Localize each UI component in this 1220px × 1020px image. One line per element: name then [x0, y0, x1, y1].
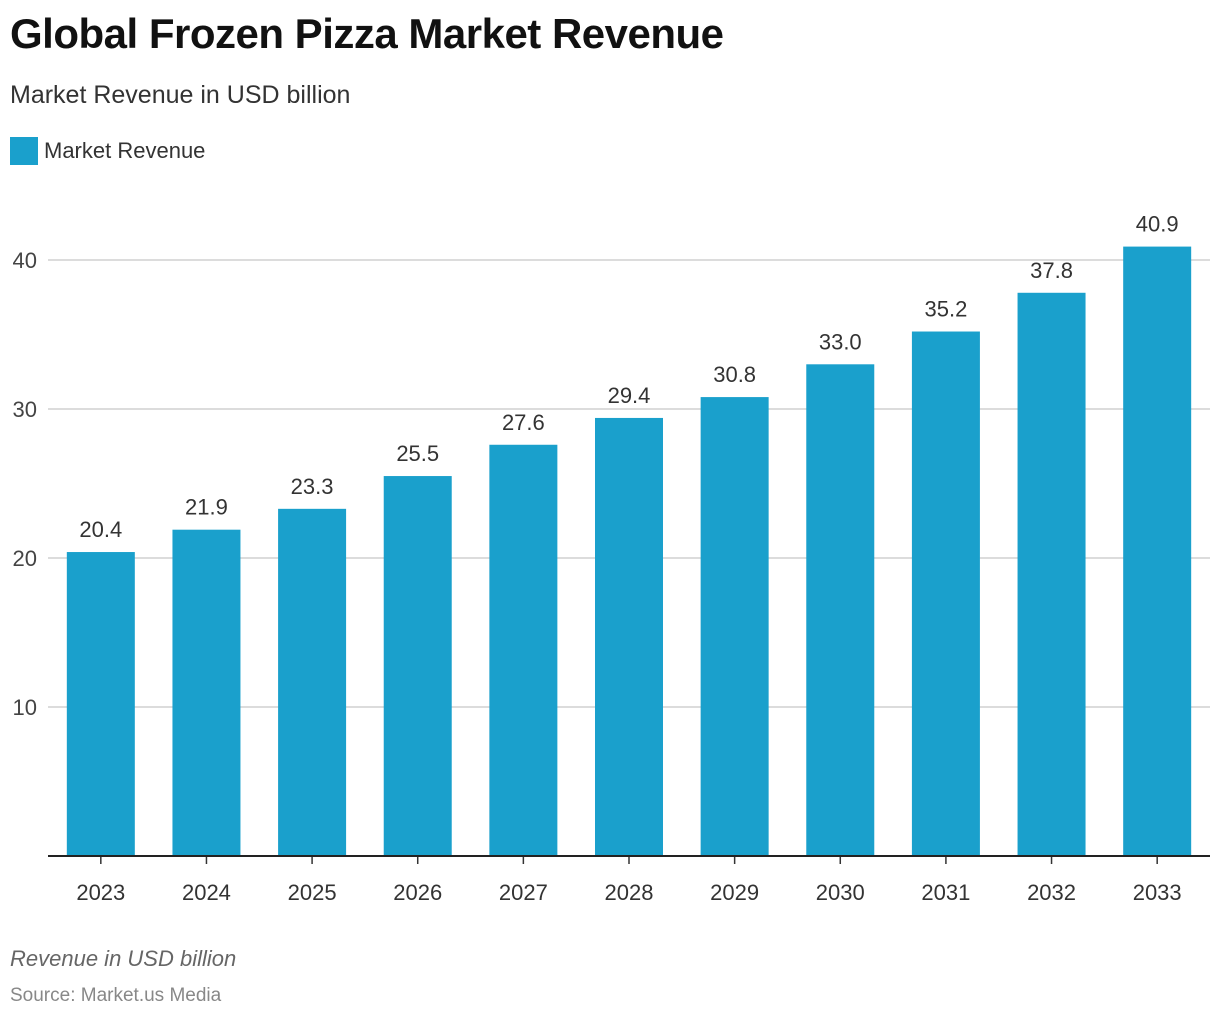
legend-swatch: [10, 137, 38, 165]
bar: [595, 417, 663, 856]
bar-value-label: 27.6: [502, 410, 545, 435]
bar-value-label: 23.3: [291, 474, 334, 499]
x-tick-label: 2023: [76, 880, 125, 905]
bar: [1017, 292, 1086, 856]
bar: [489, 444, 558, 856]
x-tick-label: 2026: [393, 880, 442, 905]
bar-value-label: 29.4: [608, 383, 651, 408]
bar-value-label: 25.5: [396, 441, 439, 466]
y-tick-label: 10: [13, 695, 37, 720]
legend: Market Revenue: [10, 137, 205, 165]
bar: [700, 397, 769, 856]
x-tick-label: 2030: [816, 880, 865, 905]
bar-value-label: 40.9: [1136, 212, 1179, 237]
x-tick-label: 2033: [1133, 880, 1182, 905]
footnote: Revenue in USD billion: [10, 946, 237, 971]
x-tick-label: 2027: [499, 880, 548, 905]
bar-value-label: 33.0: [819, 329, 862, 354]
bar-value-label: 35.2: [924, 297, 967, 322]
bar: [172, 529, 241, 856]
bar: [806, 364, 875, 856]
legend-label: Market Revenue: [44, 138, 206, 163]
bar-value-label: 20.4: [79, 517, 122, 542]
bar: [383, 476, 452, 856]
x-tick-label: 2028: [605, 880, 654, 905]
bar: [911, 331, 980, 856]
x-tick-label: 2025: [288, 880, 337, 905]
bar: [1123, 246, 1192, 857]
x-tick-label: 2031: [921, 880, 970, 905]
x-tick-label: 2032: [1027, 880, 1076, 905]
bar-value-label: 37.8: [1030, 258, 1073, 283]
chart-title: Global Frozen Pizza Market Revenue: [10, 10, 724, 57]
source-note: Source: Market.us Media: [10, 985, 222, 1006]
y-tick-label: 20: [13, 546, 37, 571]
bar: [278, 508, 347, 856]
y-tick-label: 30: [13, 397, 37, 422]
bar: [66, 552, 135, 856]
chart-subtitle: Market Revenue in USD billion: [10, 81, 351, 109]
bar-value-label: 21.9: [185, 495, 228, 520]
y-tick-label: 40: [13, 248, 37, 273]
bar-value-label: 30.8: [713, 362, 756, 387]
x-tick-label: 2024: [182, 880, 231, 905]
x-tick-label: 2029: [710, 880, 759, 905]
